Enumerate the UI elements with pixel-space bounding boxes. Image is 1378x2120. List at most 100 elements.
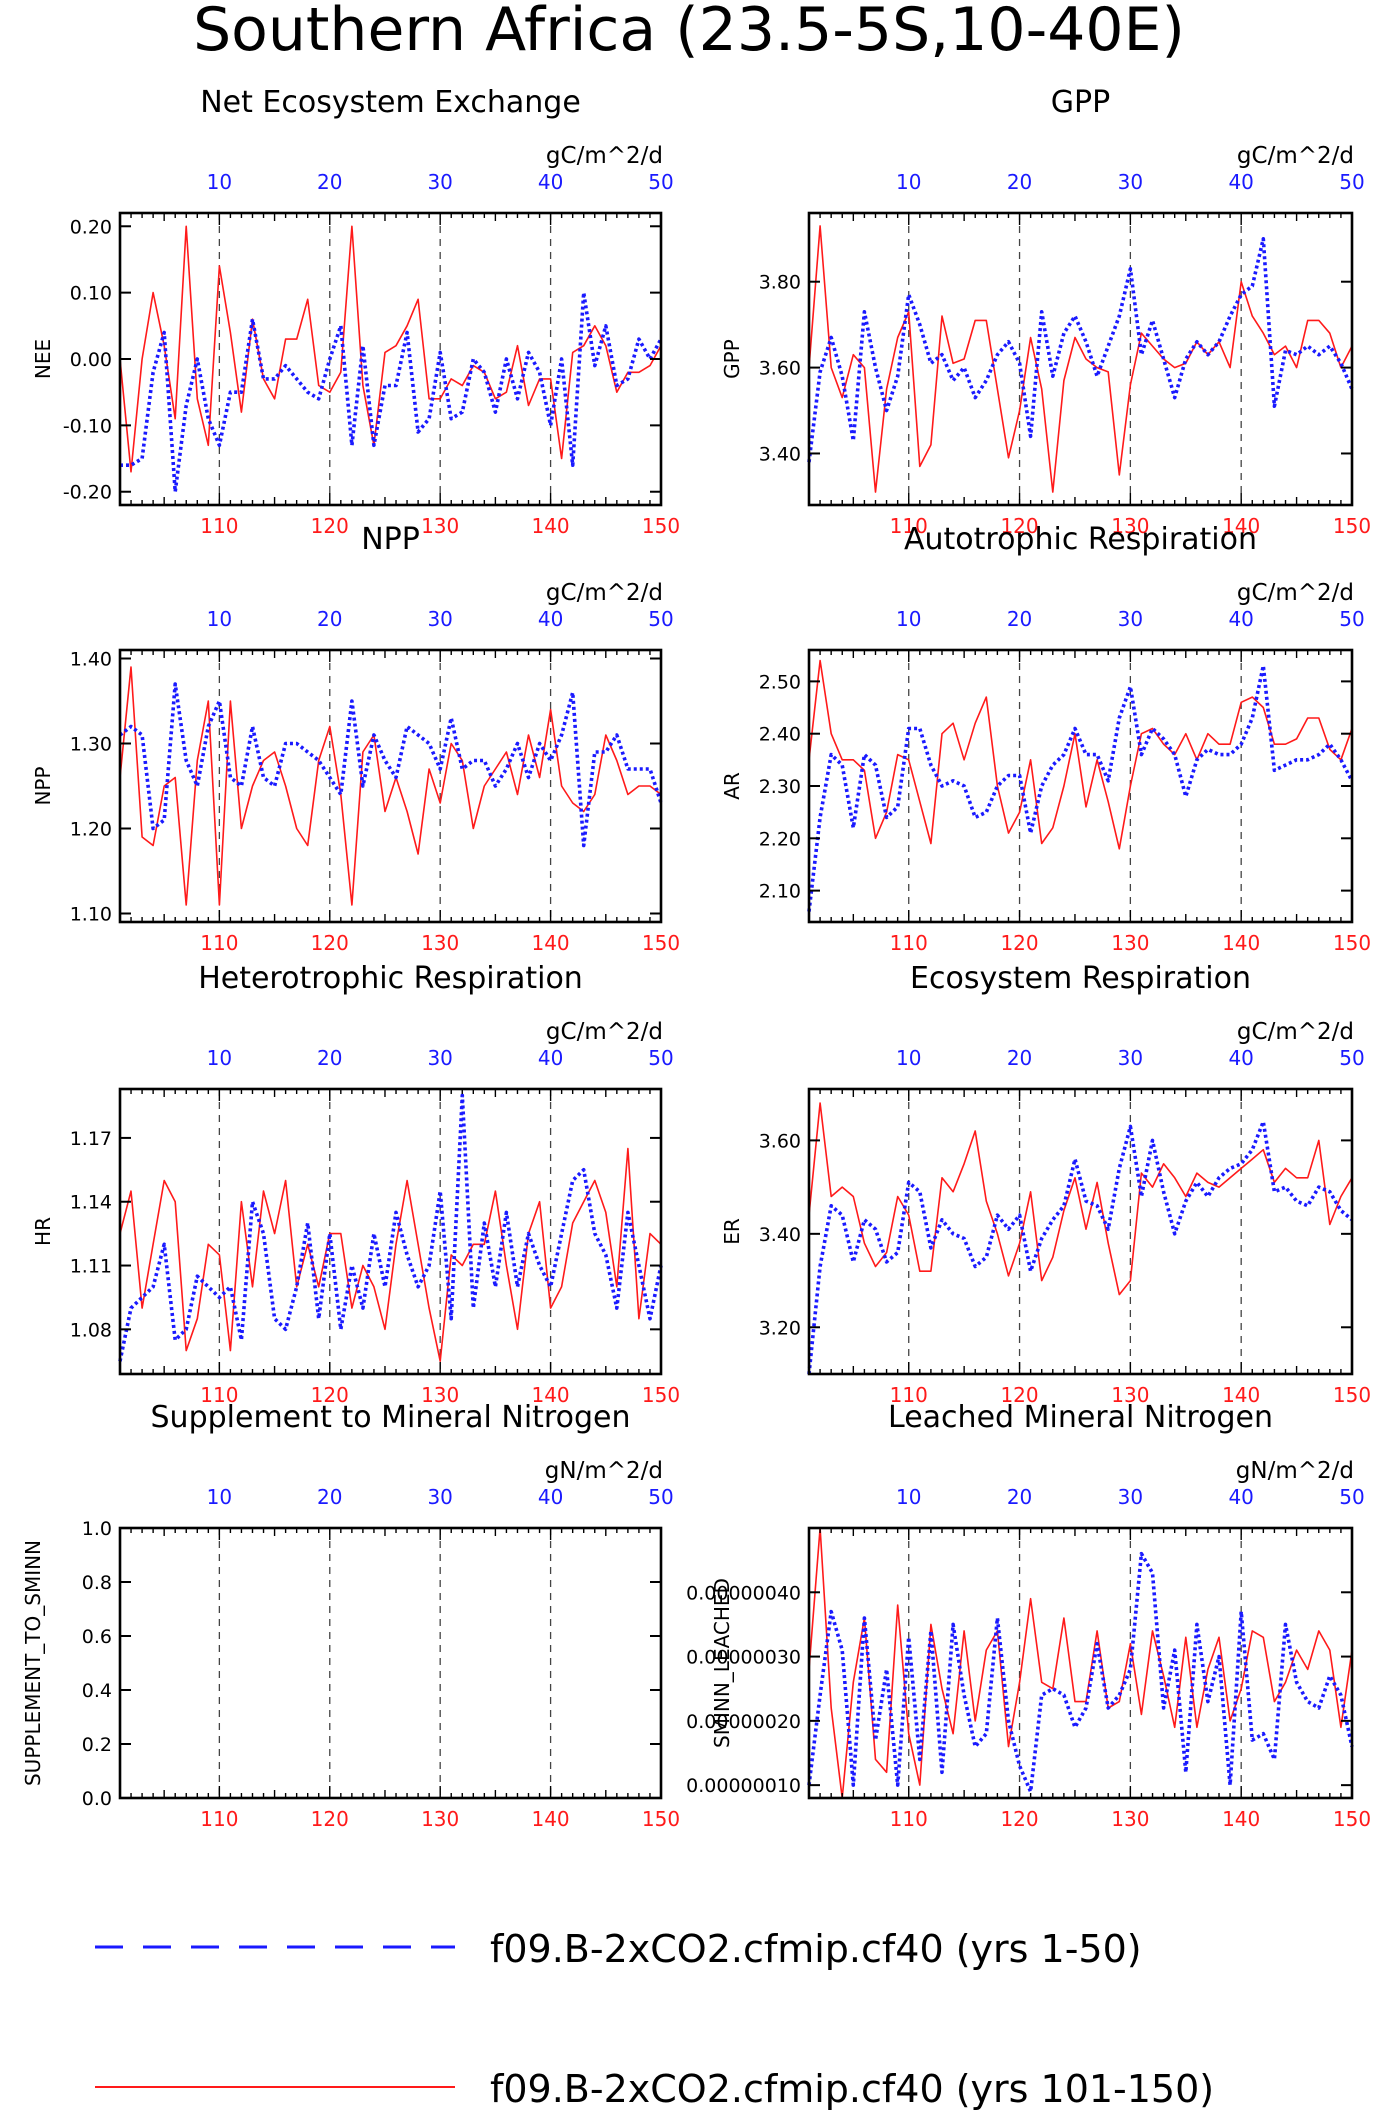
x-tick-label-bottom: 140 [1222,931,1260,955]
x-tick-label-top: 20 [1007,1485,1032,1509]
chart-panel-8: Leached Mineral Nitrogen gN/m^2/d 0.000000… [686,1400,1371,1831]
x-tick-label-top: 50 [648,607,673,631]
x-tick-label-bottom: 140 [531,931,569,955]
y-tick-label: 1.08 [70,1319,112,1341]
y-axis-label: ER [720,1218,744,1245]
x-tick-label-bottom: 120 [1000,1383,1038,1407]
x-tick-label-bottom: 120 [311,1383,349,1407]
x-tick-label-top: 50 [648,1046,673,1070]
y-tick-label: 3.60 [759,1130,801,1152]
x-tick-label-bottom: 150 [642,1383,680,1407]
y-tick-label: 1.17 [70,1128,112,1150]
chart-panel-5: Heterotrophic Respiration gC/m^2/d 1.08 1.1… [31,961,680,1407]
y-tick-label: 3.60 [759,358,801,380]
y-tick-label: 2.50 [759,671,801,693]
series-line-red [808,225,1353,493]
x-tick-label-top: 30 [427,1046,452,1070]
x-tick-label-top: 30 [1118,1485,1143,1509]
y-tick-label: 0.4 [82,1680,112,1702]
x-tick-label-bottom: 150 [642,931,680,955]
series-line-blue [118,1093,663,1362]
y-tick-label: 2.30 [759,776,801,798]
y-tick-label: 1.0 [82,1518,112,1540]
x-tick-label-top: 10 [896,1485,921,1509]
x-tick-label-bottom: 130 [421,1807,459,1831]
units-label: gN/m^2/d [545,1458,663,1484]
series-line-red [119,225,662,473]
y-tick-label: 1.14 [70,1192,112,1214]
series-line-blue [120,290,663,494]
y-axis-label: AR [720,772,744,800]
x-tick-label-bottom: 150 [642,514,680,538]
y-axis-label: SUPPLEMENT_TO_SMINN [21,1540,45,1786]
y-tick-label: 0.2 [82,1734,112,1756]
x-tick-label-bottom: 150 [1333,931,1371,955]
x-tick-label-top: 10 [207,1485,232,1509]
x-tick-label-bottom: 110 [890,1383,928,1407]
y-tick-label: 2.40 [759,724,801,746]
x-tick-label-top: 10 [207,1046,232,1070]
plot-frame [118,1526,663,1800]
series-line-red [119,1147,662,1362]
x-tick-label-bottom: 140 [1222,1383,1260,1407]
units-label: gN/m^2/d [1236,1458,1354,1484]
x-tick-label-bottom: 120 [311,931,349,955]
y-tick-label: 0.20 [70,216,112,238]
y-tick-label: 0.6 [82,1626,112,1648]
y-tick-label: 0.00 [70,349,112,371]
x-tick-label-bottom: 130 [1111,1807,1149,1831]
x-tick-label-top: 40 [1228,170,1253,194]
x-tick-label-bottom: 110 [200,931,238,955]
panel-title: Ecosystem Respiration [910,961,1251,996]
y-tick-label: 3.20 [759,1317,801,1339]
units-label: gC/m^2/d [546,580,663,606]
panel-title: Leached Mineral Nitrogen [888,1400,1273,1435]
plot-frame [807,1526,1354,1800]
series-line-red [808,1102,1353,1296]
legend-entry-blue: f09.B-2xCO2.cfmip.cf40 (yrs 1-50) [95,1927,1142,1971]
x-tick-label-top: 20 [1007,607,1032,631]
x-tick-label-bottom: 110 [890,514,928,538]
x-tick-label-bottom: 150 [1333,514,1371,538]
legend-label-blue: f09.B-2xCO2.cfmip.cf40 (yrs 1-50) [490,1927,1142,1971]
figure-title: Southern Africa (23.5-5S,10-40E) [193,0,1185,65]
plot-frame [807,648,1354,924]
x-tick-label-bottom: 130 [421,931,459,955]
series-line-red [119,666,662,906]
x-tick-label-top: 20 [1007,1046,1032,1070]
x-tick-label-top: 40 [1228,1046,1253,1070]
series-line-blue [807,1551,1354,1794]
panel-title: GPP [1051,85,1110,120]
y-axis-label: NPP [31,766,55,805]
x-tick-label-top: 30 [1118,170,1143,194]
panel-title: Heterotrophic Respiration [198,961,583,996]
x-tick-label-bottom: 110 [200,1383,238,1407]
units-label: gC/m^2/d [546,143,663,169]
x-tick-label-top: 40 [538,1485,563,1509]
x-tick-label-top: 30 [1118,1046,1143,1070]
y-axis-label: GPP [720,339,744,379]
y-axis-label: SMINN_LEACHED [710,1578,734,1748]
y-tick-label: 1.11 [70,1256,112,1278]
x-tick-label-bottom: 120 [1000,514,1038,538]
x-tick-label-top: 50 [648,1485,673,1509]
x-tick-label-top: 10 [207,170,232,194]
x-tick-label-bottom: 140 [1222,514,1260,538]
x-tick-label-bottom: 120 [311,514,349,538]
chart-panel-1: Net Ecosystem Exchange gC/m^2/d -0.20 -0.10… [31,85,680,538]
x-tick-label-bottom: 110 [890,931,928,955]
y-tick-label: 1.40 [70,649,112,671]
x-tick-label-top: 10 [896,1046,921,1070]
units-label: gC/m^2/d [1237,580,1354,606]
x-tick-label-top: 40 [538,1046,563,1070]
x-tick-label-bottom: 150 [1333,1383,1371,1407]
panels: Net Ecosystem Exchange gC/m^2/d -0.20 -0.10… [21,85,1371,1831]
chart-panel-4: Autotrophic Respiration gC/m^2/d 2.10 2.20 2… [720,522,1371,955]
legend: f09.B-2xCO2.cfmip.cf40 (yrs 1-50) f09.B-… [95,1927,1214,2111]
x-tick-label-bottom: 130 [1111,931,1149,955]
units-label: gC/m^2/d [1237,143,1354,169]
chart-panel-3: NPP gC/m^2/d 1.10 1.20 1.30 1.40 110 120 130 140 1… [31,522,680,955]
legend-label-red: f09.B-2xCO2.cfmip.cf40 (yrs 101-150) [490,2067,1214,2111]
x-tick-label-top: 40 [538,607,563,631]
